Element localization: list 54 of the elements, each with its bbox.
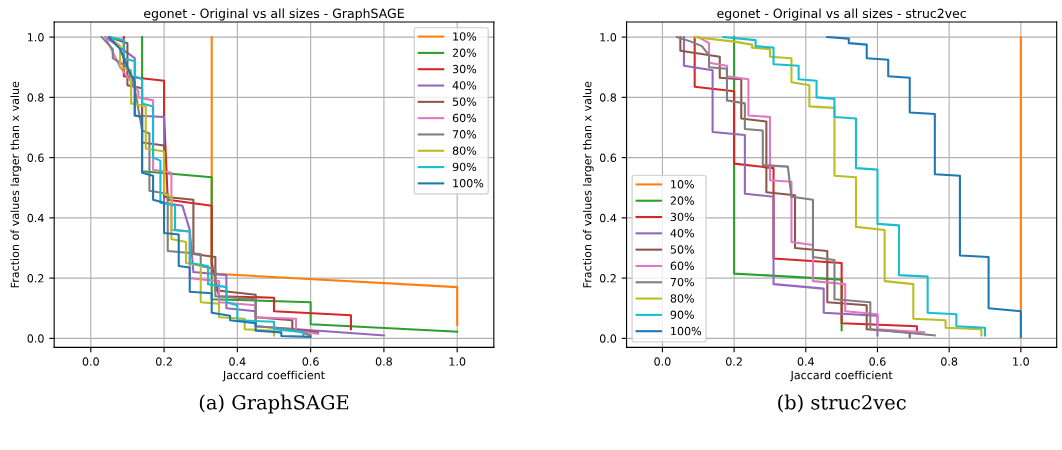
legend-label: 80% — [670, 294, 694, 303]
x-tick-label: 0.8 — [941, 357, 958, 366]
x-tick-label: 0.6 — [302, 357, 319, 366]
legend-label: 30% — [670, 212, 694, 222]
legend-label: 70% — [452, 130, 477, 139]
text: (b) struc2vec — [778, 394, 906, 413]
legend-label: 90% — [670, 310, 694, 319]
x-tick-label: 0.2 — [155, 357, 172, 366]
text: (a) GraphSAGE — [199, 394, 349, 414]
y-tick-label: 0.8 — [27, 93, 44, 102]
legend-label: 60% — [670, 261, 694, 271]
y-tick-label: 0.8 — [599, 93, 617, 102]
legend-label: 60% — [452, 113, 477, 123]
legend-label: 80% — [452, 146, 477, 155]
x-tick-label: 0.0 — [82, 357, 99, 366]
y-tick-label: 0.0 — [599, 334, 617, 343]
x-tick-label: 1.0 — [449, 357, 466, 366]
legend-label: 40% — [670, 228, 694, 238]
x-tick-label: 0.6 — [869, 357, 886, 366]
y-axis-title: Fraction of values larger than x value — [10, 81, 22, 288]
x-tick-label: 0.2 — [726, 357, 742, 366]
legend-label: 90% — [452, 162, 477, 172]
chart-title: egonet - Original vs all sizes - GraphSAGE — [144, 8, 404, 21]
legend-label: 40% — [452, 81, 477, 90]
x-tick-label: 0.0 — [654, 357, 671, 366]
legend-label: 100% — [671, 326, 702, 336]
x-tick-label: 0.4 — [797, 357, 814, 366]
chart-title: egonet - Original vs all sizes - struc2vec — [717, 8, 966, 21]
y-tick-label: 0.4 — [599, 213, 617, 223]
legend-label: 10% — [671, 180, 694, 189]
x-tick-label: 1.0 — [1013, 357, 1029, 366]
legend-label: 20% — [670, 196, 694, 205]
x-tick-label: 0.4 — [229, 357, 246, 366]
y-tick-label: 0.4 — [27, 213, 44, 223]
y-tick-label: 0.2 — [599, 274, 616, 283]
legend-label: 50% — [452, 97, 477, 106]
x-tick-label: 0.8 — [375, 357, 392, 366]
legend-label: 10% — [453, 32, 477, 41]
legend-label: 100% — [453, 179, 484, 188]
y-tick-label: 0.6 — [27, 153, 44, 162]
legend-label: 20% — [452, 48, 477, 57]
y-tick-label: 0.2 — [27, 274, 44, 283]
legend-label: 30% — [452, 64, 477, 74]
x-axis-title: Jaccard coefficient — [789, 370, 893, 382]
line-series — [826, 36, 1022, 338]
y-tick-label: 1.0 — [600, 33, 617, 42]
x-axis-title: Jaccard coefficient — [222, 370, 325, 382]
y-tick-label: 0.6 — [599, 153, 617, 162]
line-series — [122, 36, 352, 331]
y-tick-label: 0.0 — [27, 334, 44, 343]
y-axis-title: Fraction of values larger than x value — [582, 81, 594, 288]
legend-label: 50% — [670, 245, 694, 254]
legend-label: 70% — [670, 277, 694, 287]
y-tick-label: 1.0 — [27, 33, 44, 42]
